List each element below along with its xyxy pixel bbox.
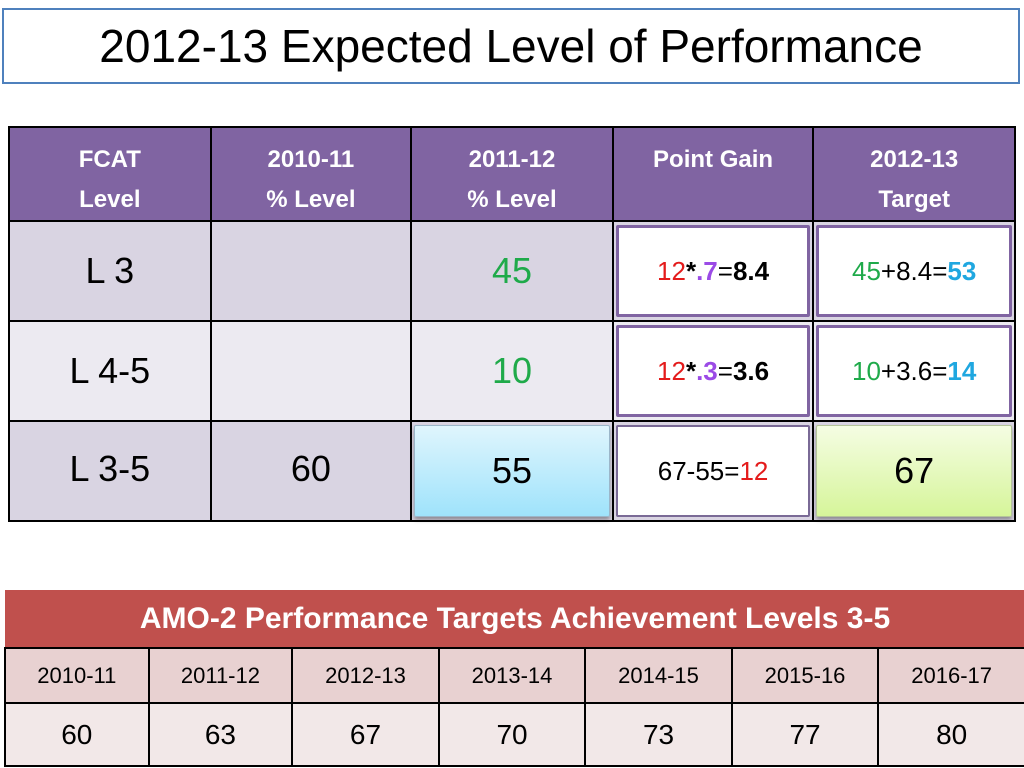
value-cell: 67: [291, 702, 440, 767]
table-row: L 3 45 12 * .7 = 8.4 45 +8.4= 53: [8, 220, 1016, 322]
header-2011-12: 2011-12% Level: [410, 126, 614, 222]
point-gain-cell: 12 * .7 = 8.4: [611, 220, 815, 322]
table-row: L 4-5 10 12 * .3 = 3.6 10 +3.6= 14: [8, 320, 1016, 422]
header-2012-13-target: 2012-13 Target: [812, 126, 1016, 222]
slide-title: 2012-13 Expected Level of Performance: [2, 8, 1020, 84]
target-box: 10 +3.6= 14: [816, 325, 1012, 417]
pct-2010-cell: 60: [209, 420, 413, 522]
pct-2011-cell: 45: [410, 220, 614, 322]
point-gain-box: 67-55= 12: [615, 425, 811, 517]
amo-values-row: 60 63 67 70 73 77 80: [4, 702, 1024, 767]
level-cell: L 3: [8, 220, 212, 322]
pct-2010-cell: [209, 220, 413, 322]
year-cell: 2015-16: [730, 647, 880, 704]
year-cell: 2010-11: [4, 647, 150, 704]
target-cell: 67: [812, 420, 1016, 522]
point-gain-box: 12 * .7 = 8.4: [615, 225, 811, 317]
pct-2011-highlight-box: 55: [414, 425, 610, 517]
header-fcat-level: FCAT Level: [8, 126, 212, 222]
value-cell: 73: [584, 702, 733, 767]
header-point-gain: Point Gain: [611, 126, 815, 222]
year-cell: 2016-17: [877, 647, 1024, 704]
year-cell: 2011-12: [147, 647, 294, 704]
value-cell: 70: [437, 702, 587, 767]
amo-targets-table: AMO-2 Performance Targets Achievement Le…: [4, 590, 1024, 767]
year-cell: 2012-13: [291, 647, 440, 704]
pct-2011-cell: 10: [410, 320, 614, 422]
performance-table: FCAT Level 2010-11% Level 2011-12% Level …: [8, 126, 1016, 522]
point-gain-cell: 12 * .3 = 3.6: [611, 320, 815, 422]
year-cell: 2013-14: [437, 647, 587, 704]
value-cell: 63: [147, 702, 294, 767]
value-cell: 77: [730, 702, 880, 767]
value-cell: 60: [4, 702, 150, 767]
table-row: L 3-5 60 55 67-55= 12 67: [8, 420, 1016, 522]
point-gain-box: 12 * .3 = 3.6: [615, 325, 811, 417]
performance-header-row: FCAT Level 2010-11% Level 2011-12% Level …: [8, 126, 1016, 222]
amo-years-row: 2010-11 2011-12 2012-13 2013-14 2014-15 …: [4, 647, 1024, 704]
point-gain-cell: 67-55= 12: [611, 420, 815, 522]
target-cell: 45 +8.4= 53: [812, 220, 1016, 322]
header-2010-11: 2010-11% Level: [209, 126, 413, 222]
level-cell: L 3-5: [8, 420, 212, 522]
year-cell: 2014-15: [584, 647, 733, 704]
target-cell: 10 +3.6= 14: [812, 320, 1016, 422]
level-cell: L 4-5: [8, 320, 212, 422]
value-cell: 80: [877, 702, 1024, 767]
amo-table-title: AMO-2 Performance Targets Achievement Le…: [5, 590, 1024, 648]
target-highlight-box: 67: [816, 425, 1012, 517]
pct-2010-cell: [209, 320, 413, 422]
target-box: 45 +8.4= 53: [816, 225, 1012, 317]
pct-2011-cell: 55: [410, 420, 614, 522]
